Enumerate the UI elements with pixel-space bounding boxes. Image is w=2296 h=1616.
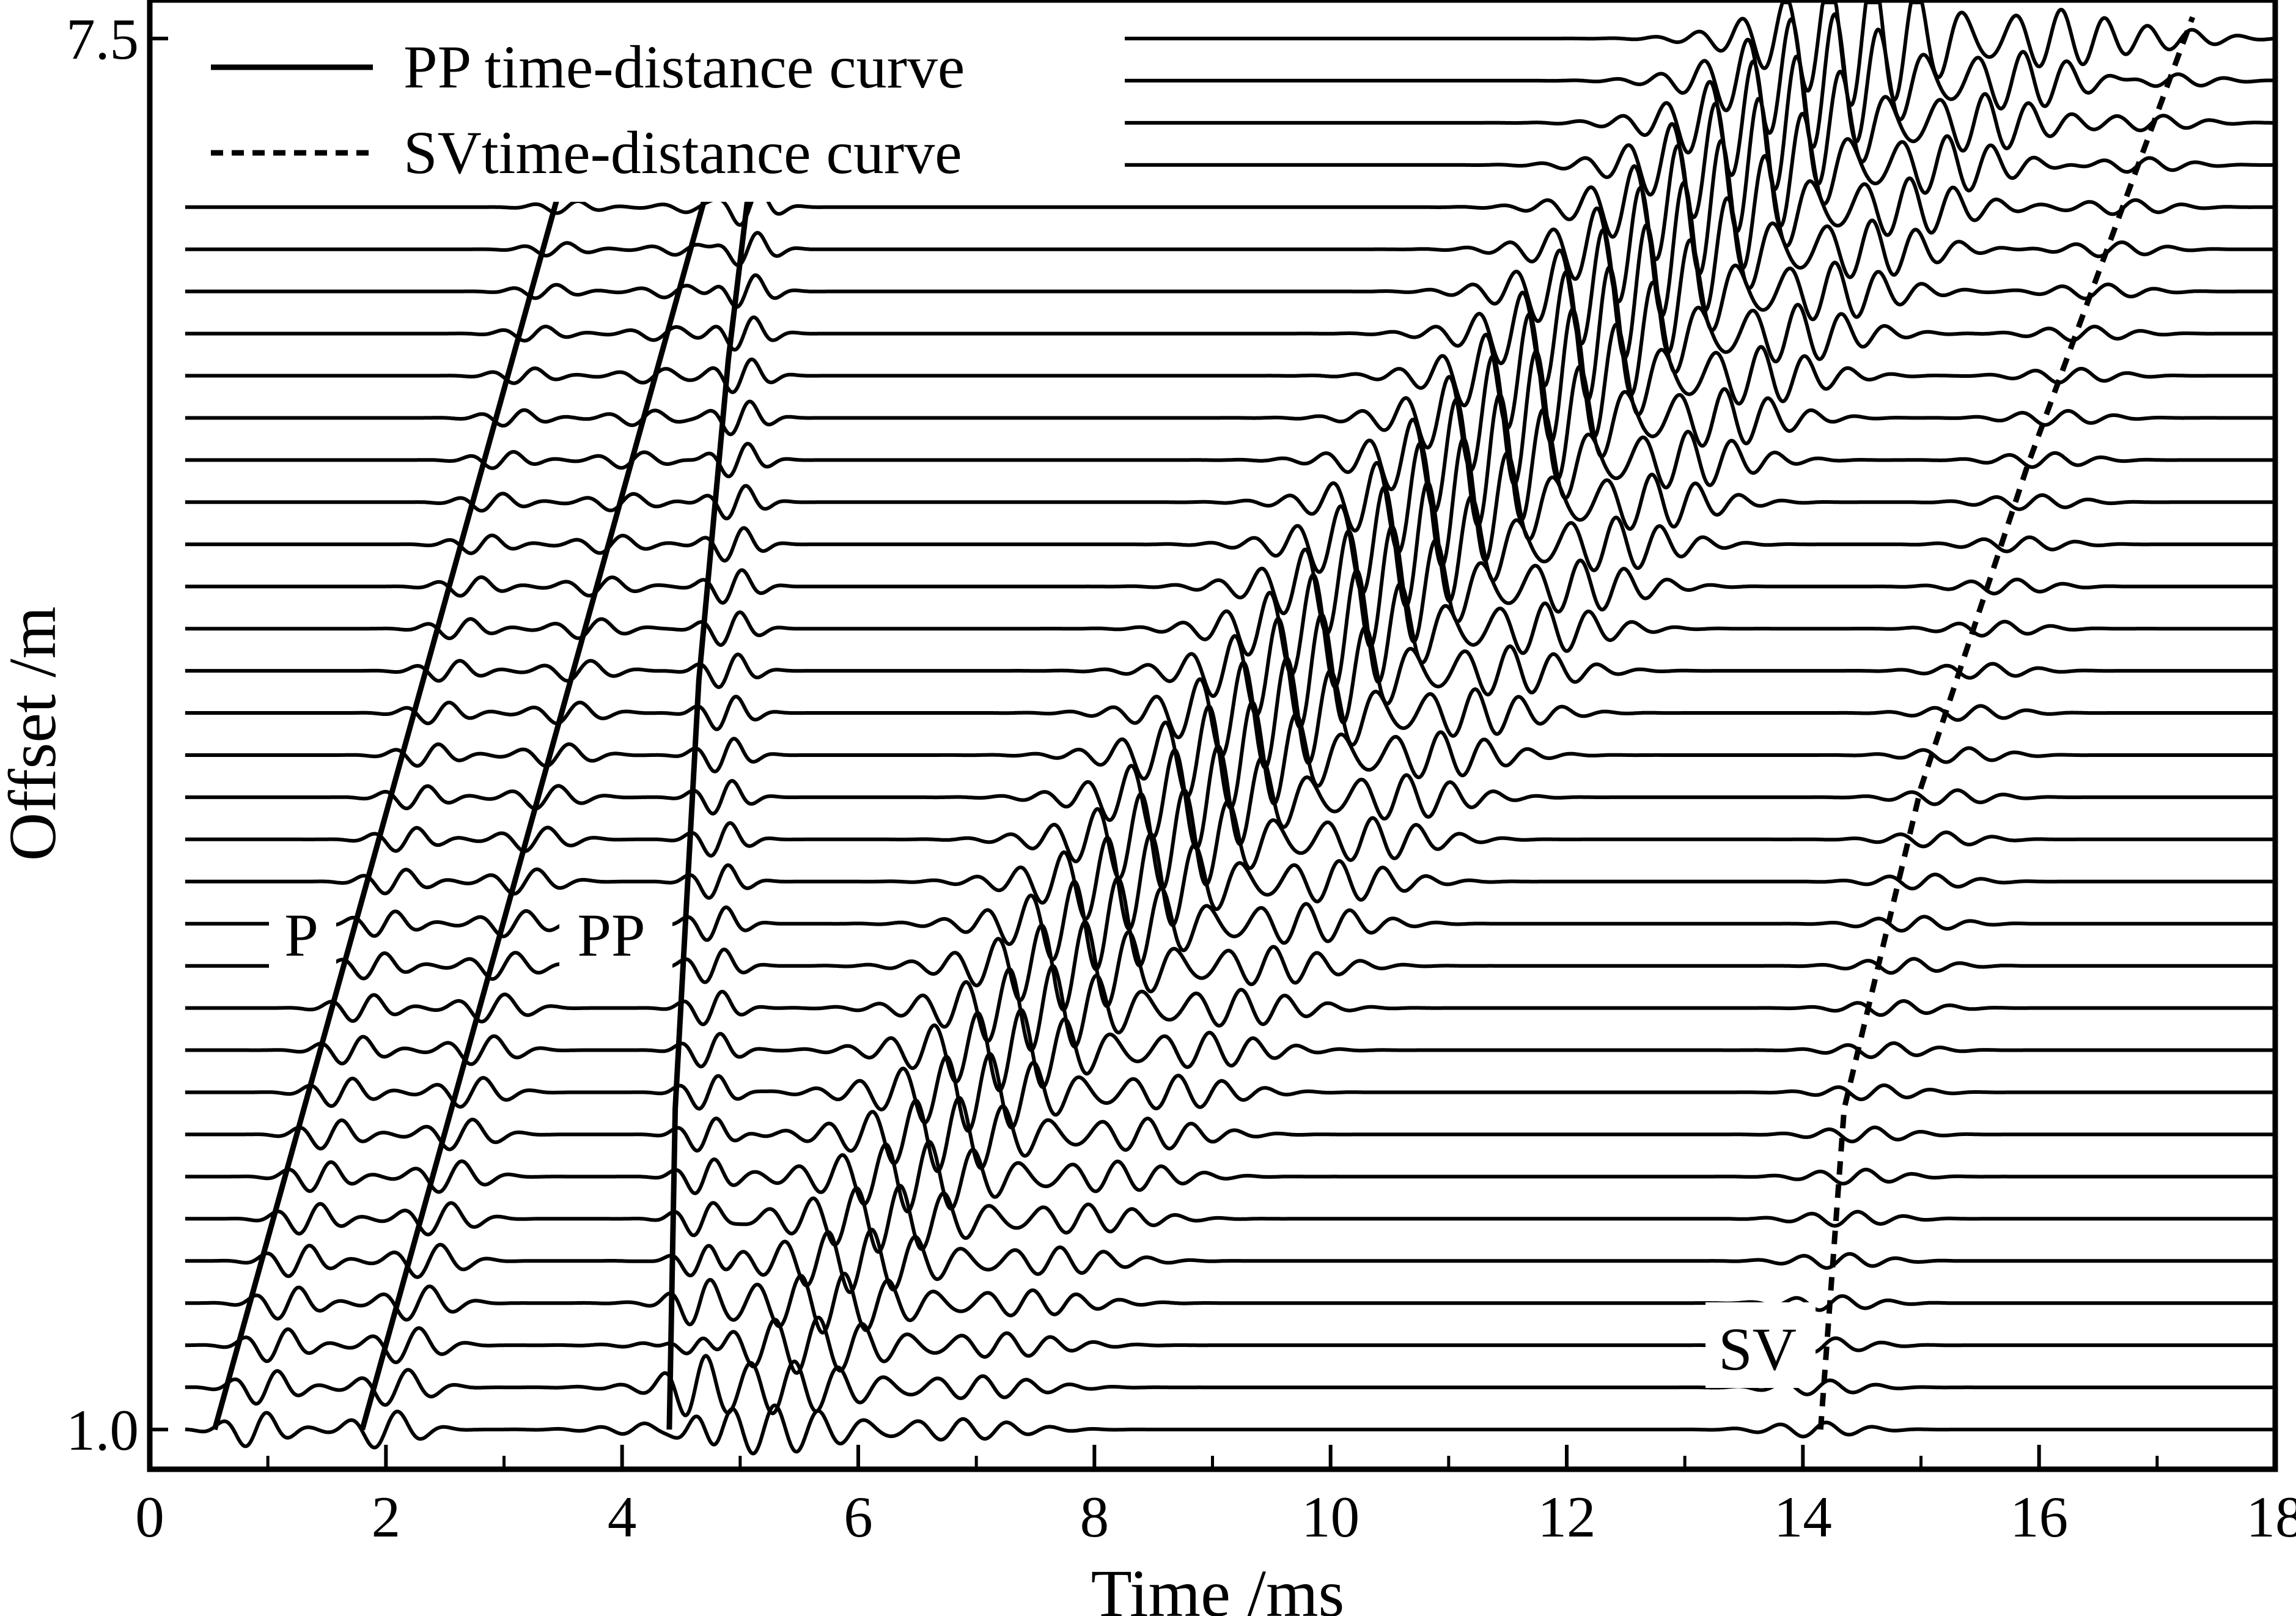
time-distance-curve — [212, 113, 584, 1431]
x-tick-label: 16 — [2010, 1485, 2068, 1549]
seismic-trace — [185, 1140, 2275, 1214]
seismic-trace — [185, 964, 2275, 1052]
time-distance-curve — [359, 113, 731, 1431]
seismic-trace — [185, 568, 2275, 689]
seismic-trace — [185, 265, 2275, 402]
x-tick-label: 12 — [1538, 1485, 1596, 1549]
x-tick-label: 6 — [844, 1485, 873, 1549]
label-mask — [1705, 1302, 1816, 1388]
time-distance-curve — [1817, 16, 2196, 1430]
seismic-trace — [185, 1052, 2275, 1133]
annotation-pp: PP — [577, 901, 645, 969]
trace-layer — [185, 0, 2275, 1456]
y-tick-label: 1.0 — [66, 1398, 139, 1463]
seismic-trace — [185, 832, 2275, 931]
seismic-trace — [185, 700, 2275, 810]
seismic-trace — [185, 1096, 2275, 1173]
seismic-trace — [185, 349, 2275, 487]
seismic-trace — [185, 138, 2275, 276]
seismic-trace — [185, 1227, 2275, 1294]
seismic-trace — [185, 1008, 2275, 1093]
seismic-trace — [185, 223, 2275, 361]
seismic-trace — [185, 1315, 2275, 1375]
seismic-trace — [185, 1354, 2275, 1417]
label-mask — [559, 893, 672, 978]
x-tick-label: 4 — [608, 1485, 637, 1549]
label-mask-layer — [153, 12, 1816, 1388]
annotation-sv: SV — [1718, 1315, 1797, 1383]
seismic-trace — [185, 920, 2275, 1012]
x-tick-label: 2 — [372, 1485, 401, 1549]
seismic-trace — [185, 1403, 2275, 1456]
legend-label-pp: PP time-distance curve — [403, 33, 965, 101]
seismic-trace — [185, 307, 2275, 445]
seismic-trace — [185, 612, 2275, 730]
seismic-trace — [185, 1184, 2275, 1254]
seismic-trace — [185, 480, 2275, 608]
x-tick-label: 18 — [2246, 1485, 2296, 1549]
y-axis-label: Offset /m — [0, 607, 70, 861]
seismic-trace — [185, 525, 2275, 649]
seismic-trace — [185, 1271, 2275, 1335]
label-mask — [269, 893, 336, 978]
x-tick-label: 10 — [1301, 1485, 1360, 1549]
seismic-trace — [185, 181, 2275, 318]
seismic-trace — [185, 876, 2275, 972]
label-mask — [153, 12, 1125, 202]
seismic-trace — [185, 656, 2275, 770]
y-axis: 1.0 7.5 — [66, 7, 168, 1463]
curve-layer — [212, 16, 2196, 1431]
legend: PP time-distance curve SVtime-distance c… — [211, 33, 965, 186]
legend-label-sv: SVtime-distance curve — [403, 119, 962, 186]
annotation-layer: P PP SV — [284, 901, 1797, 1383]
seismic-trace — [185, 393, 2275, 528]
time-distance-curve — [666, 113, 761, 1430]
x-tick-label: 8 — [1080, 1485, 1109, 1549]
y-tick-label: 7.5 — [66, 7, 139, 72]
seismic-trace — [185, 436, 2275, 568]
annotation-p: P — [284, 901, 318, 969]
x-axis: 0 2 4 6 8 10 12 14 16 18 — [135, 1445, 2296, 1549]
x-axis-label: Time /ms — [1091, 1556, 1345, 1616]
x-tick-label: 14 — [1774, 1485, 1832, 1549]
x-tick-label: 0 — [135, 1485, 164, 1549]
